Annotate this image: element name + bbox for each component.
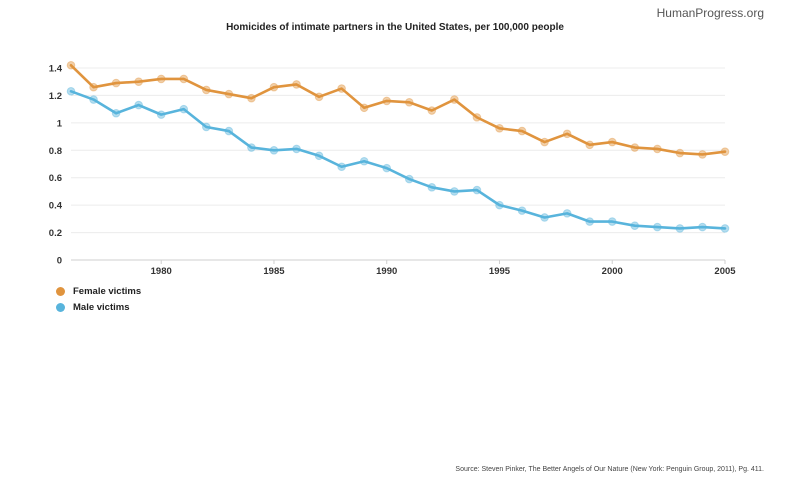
data-point-male: [607, 217, 617, 226]
data-point-female: [495, 124, 504, 133]
data-point-male: [247, 143, 256, 152]
data-point-male: [111, 108, 121, 118]
data-point-female: [179, 74, 189, 84]
data-point-female: [359, 103, 369, 113]
data-point-female: [111, 78, 121, 88]
data-point-female: [382, 96, 392, 106]
data-point-male: [495, 200, 504, 210]
data-point-male: [472, 185, 482, 195]
data-point-female: [450, 95, 459, 104]
y-tick-label: 0.8: [49, 146, 62, 157]
legend-item-female[interactable]: Female victims: [56, 283, 141, 299]
data-point-male: [720, 224, 730, 233]
data-point-female: [427, 106, 437, 115]
data-point-female: [720, 147, 730, 156]
legend-swatch-male: [56, 302, 65, 312]
legend-swatch-female: [56, 286, 65, 296]
data-point-female: [585, 140, 594, 150]
data-point-male: [450, 187, 459, 196]
data-point-female: [404, 97, 414, 107]
legend: Female victims Male victims: [56, 283, 141, 315]
x-tick-label: 2005: [714, 266, 736, 277]
x-tick-label: 1995: [489, 266, 511, 277]
data-point-male: [224, 126, 234, 136]
data-point-male: [630, 221, 640, 231]
data-point-male: [292, 144, 301, 154]
data-point-female: [202, 85, 211, 95]
series-line-male: [69, 90, 727, 230]
data-point-female: [89, 82, 98, 92]
data-point-male: [562, 209, 572, 218]
data-point-female: [698, 150, 707, 159]
data-point-male: [540, 213, 549, 222]
data-point-female: [472, 113, 482, 122]
data-point-male: [202, 122, 211, 132]
y-tick-label: 0.2: [49, 228, 62, 239]
data-point-female: [247, 93, 256, 103]
data-point-female: [675, 148, 685, 158]
y-tick-label: 0: [57, 256, 62, 267]
data-point-male: [359, 156, 369, 166]
data-point-female: [562, 129, 572, 139]
legend-label-female: Female victims: [73, 285, 142, 297]
legend-item-male[interactable]: Male victims: [56, 299, 141, 315]
data-point-male: [585, 217, 594, 226]
y-tick-label: 0.4: [49, 201, 63, 212]
data-point-female: [540, 137, 549, 147]
data-point-male: [653, 222, 662, 232]
y-tick-label: 1: [57, 118, 63, 129]
data-point-male: [66, 87, 76, 96]
chart-title: Homicides of intimate partners in the Un…: [226, 22, 564, 33]
x-tick-label: 1990: [376, 266, 397, 277]
data-point-male: [698, 222, 707, 232]
data-point-female: [292, 80, 301, 89]
data-point-female: [653, 144, 662, 154]
data-point-male: [404, 174, 414, 184]
data-point-male: [314, 151, 324, 161]
data-point-male: [675, 224, 685, 233]
y-tick-label: 1.4: [49, 64, 63, 75]
data-point-male: [517, 206, 527, 215]
data-point-female: [66, 60, 76, 70]
data-point-female: [269, 82, 279, 92]
data-point-female: [337, 84, 346, 93]
data-point-female: [607, 137, 617, 147]
y-tick-label: 1.2: [49, 91, 62, 102]
data-point-male: [179, 104, 189, 114]
brand-logo: HumanProgress.org: [656, 6, 764, 20]
data-point-male: [427, 183, 437, 192]
data-point-female: [630, 143, 640, 152]
data-point-female: [224, 89, 234, 99]
data-point-male: [134, 100, 143, 110]
data-point-female: [314, 92, 324, 102]
data-point-male: [89, 95, 98, 104]
x-tick-label: 2000: [602, 266, 623, 277]
source-note: Source: Steven Pinker, The Better Angels…: [455, 466, 764, 473]
x-tick-label: 1985: [263, 266, 285, 277]
legend-label-male: Male victims: [73, 301, 130, 313]
data-point-male: [156, 110, 166, 119]
data-point-female: [156, 74, 166, 84]
x-tick-label: 1980: [151, 266, 172, 277]
y-tick-label: 0.6: [49, 173, 62, 184]
data-point-male: [269, 145, 279, 155]
data-point-female: [517, 126, 527, 136]
series-line-female: [69, 63, 727, 156]
data-point-male: [337, 162, 346, 172]
data-point-male: [382, 163, 392, 173]
data-point-female: [134, 77, 143, 87]
